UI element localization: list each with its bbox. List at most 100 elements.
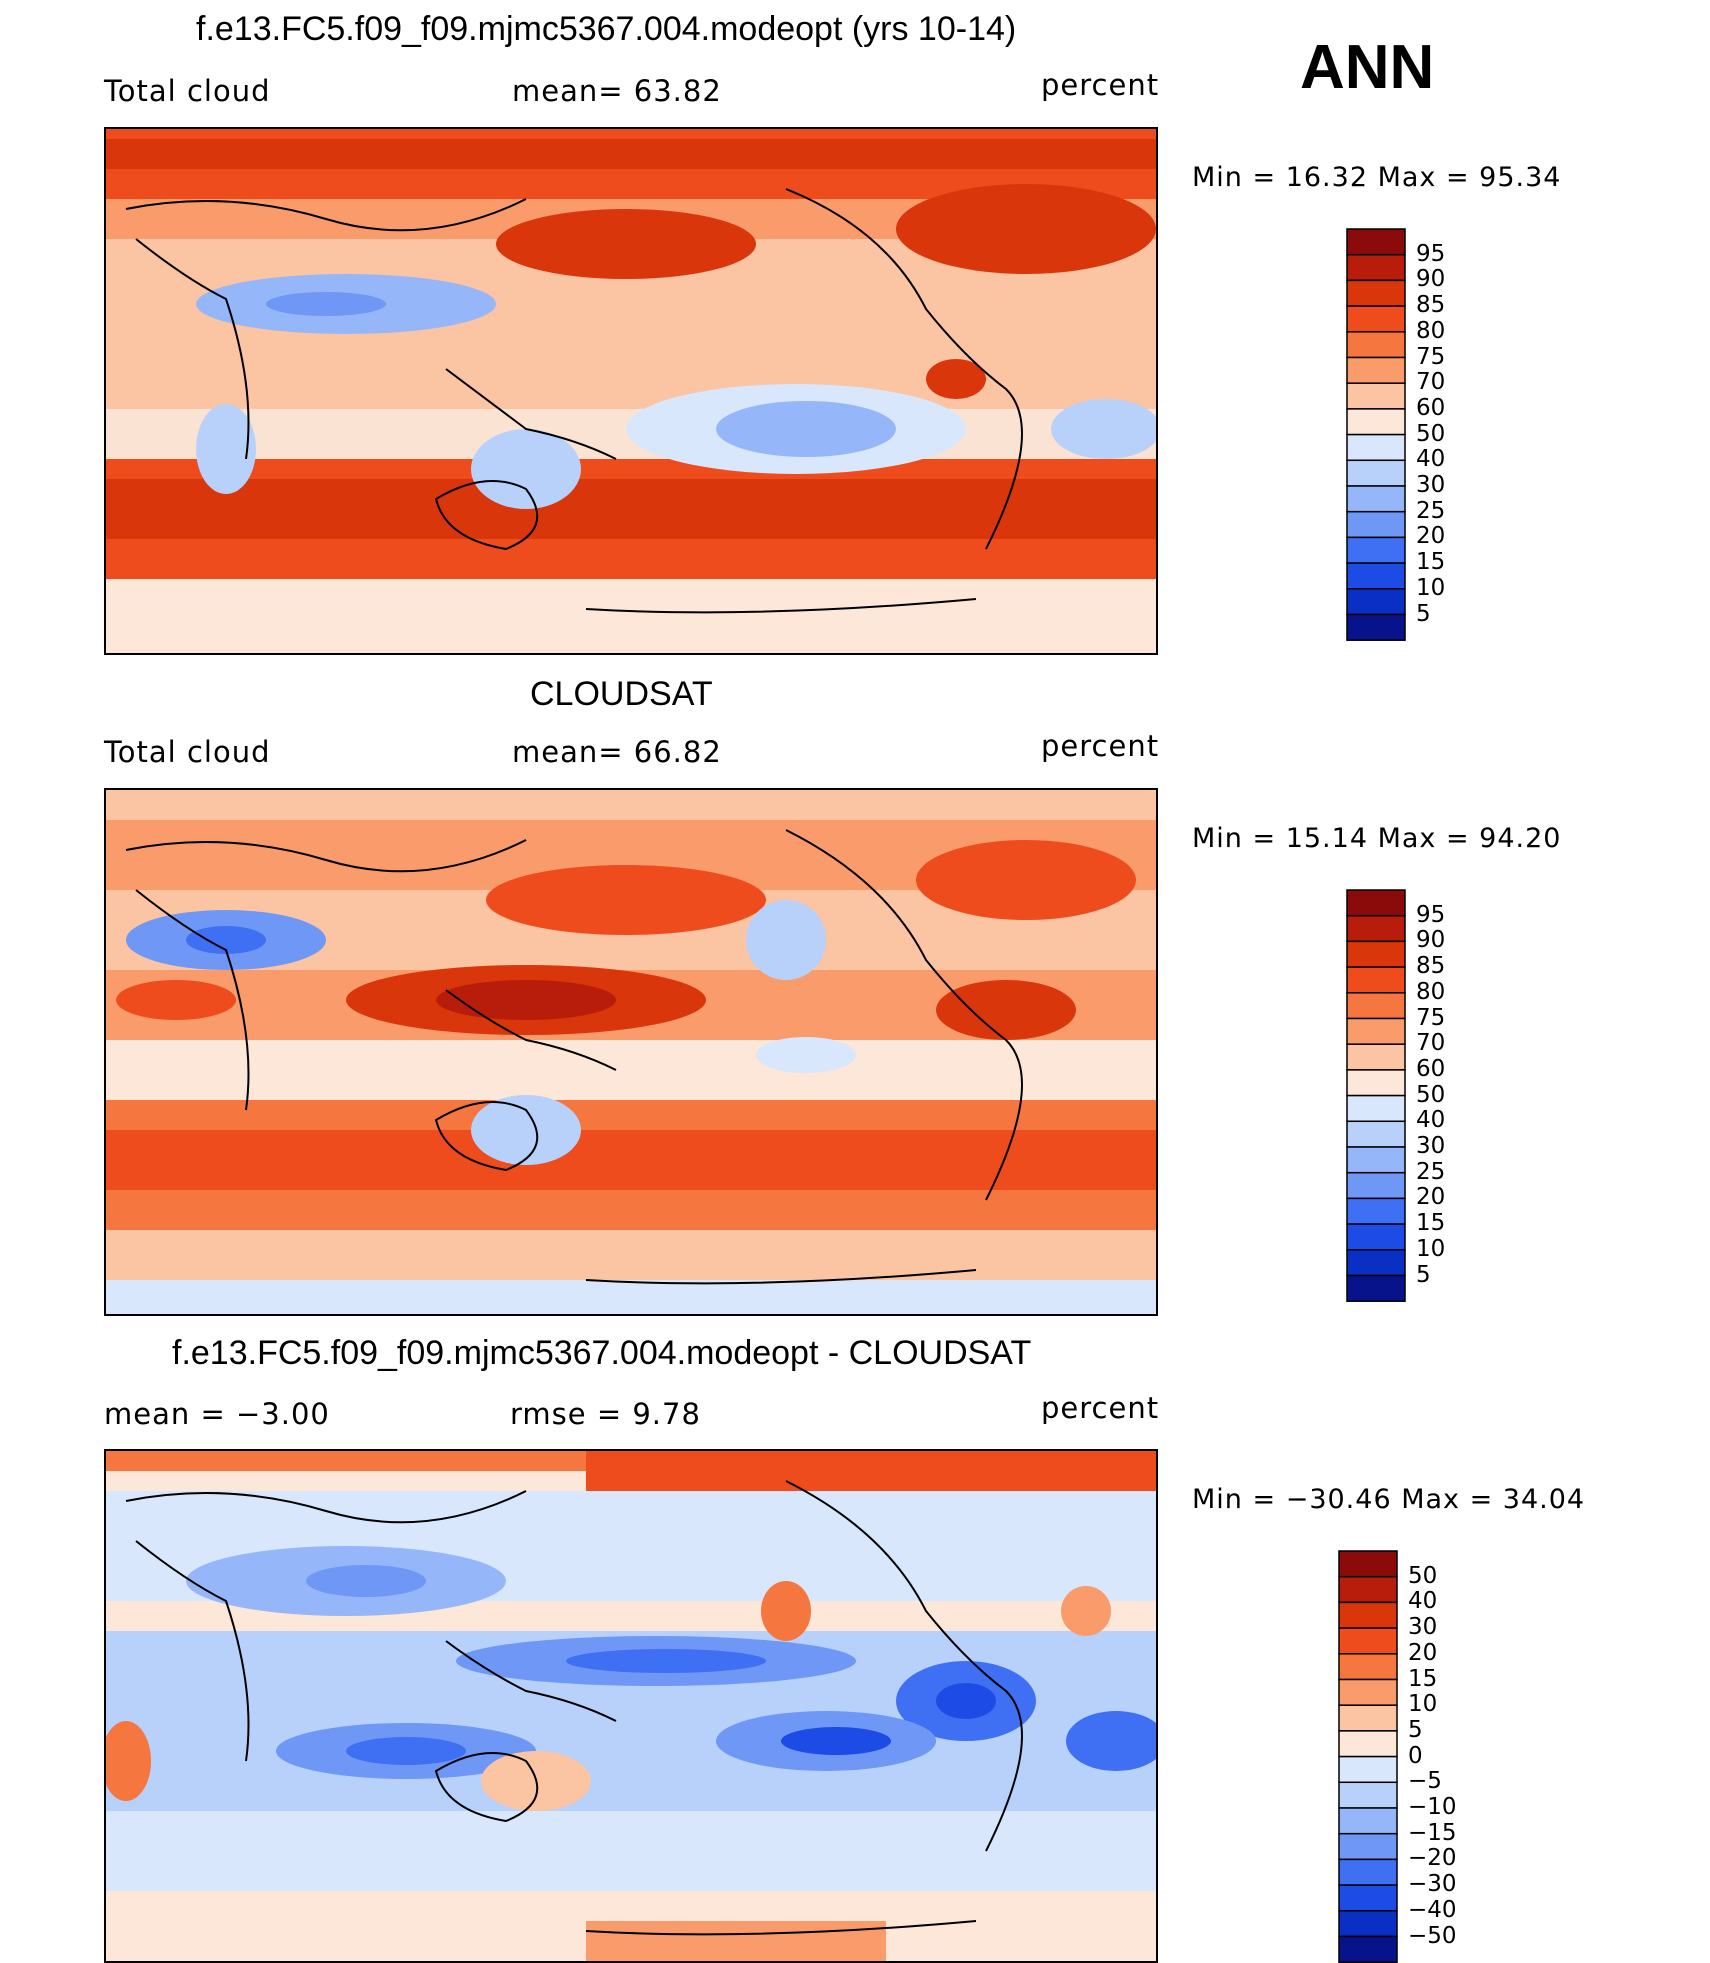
map-plot — [104, 788, 1158, 1316]
colorbar-swatch — [1346, 253, 1406, 282]
minmax-label: Min = −30.46 Max = 34.04 — [1192, 1484, 1586, 1515]
colorbar-tick-label: 20 — [1416, 523, 1446, 550]
colorbar-tick-label: 20 — [1416, 1184, 1446, 1211]
map-plot — [104, 127, 1158, 655]
colorbar-swatch — [1338, 1807, 1398, 1835]
colorbar-swatch — [1346, 992, 1406, 1020]
colorbar-swatch — [1346, 1223, 1406, 1251]
colorbar-tick-label: 5 — [1416, 600, 1431, 627]
colorbar-tick-label: 30 — [1416, 472, 1446, 498]
panel-title: CLOUDSAT — [530, 675, 713, 713]
colorbar-tick-label: 5 — [1416, 1261, 1431, 1288]
panel-mean-label: mean= 63.82 — [512, 74, 722, 108]
season-label: ANN — [1300, 33, 1435, 102]
colorbar-swatch — [1346, 1094, 1406, 1123]
colorbar-tick-label: 50 — [1416, 1081, 1446, 1108]
colorbar-tick-label: −40 — [1408, 1896, 1457, 1923]
colorbar-swatch — [1338, 1884, 1398, 1912]
colorbar-swatch — [1346, 510, 1406, 539]
colorbar-swatch — [1346, 1069, 1406, 1097]
colorbar-swatch — [1338, 1678, 1398, 1706]
colorbar-swatch — [1346, 889, 1406, 917]
colorbar-swatch — [1346, 459, 1406, 487]
colorbar-swatch — [1346, 1197, 1406, 1225]
colorbar-swatch — [1338, 1910, 1398, 1938]
panel-rmse-label: rmse = 9.78 — [510, 1397, 701, 1431]
colorbar-tick-label: 60 — [1416, 1055, 1446, 1082]
colorbar-tick-label: 15 — [1416, 549, 1446, 576]
colorbar-swatch — [1346, 408, 1406, 436]
colorbar-swatch — [1338, 1935, 1398, 1963]
colorbar-swatch — [1338, 1781, 1398, 1809]
colorbar-tick-label: 5 — [1408, 1716, 1423, 1743]
colorbar-tick-label: 80 — [1416, 317, 1446, 344]
colorbar-tick-label: 75 — [1416, 343, 1446, 370]
colorbar-swatch — [1338, 1627, 1398, 1655]
colorbar-tick-label: 10 — [1408, 1691, 1438, 1718]
colorbar-tick-label: 0 — [1408, 1742, 1423, 1769]
colorbar-swatch — [1338, 1858, 1398, 1886]
colorbar-tick-label: 10 — [1416, 1235, 1446, 1262]
map-plot — [104, 1449, 1158, 1963]
colorbar-tick-label: 95 — [1416, 901, 1446, 928]
colorbar-swatch — [1338, 1550, 1398, 1578]
colorbar-tick-label: 90 — [1416, 266, 1446, 293]
colorbar-tick-label: 15 — [1416, 1210, 1446, 1237]
colorbar-swatch — [1346, 279, 1406, 307]
colorbar-tick-label: 40 — [1416, 446, 1446, 473]
colorbar-tick-label: 95 — [1416, 240, 1446, 267]
colorbar-tick-label: 75 — [1416, 1004, 1446, 1031]
colorbar-swatch — [1338, 1832, 1398, 1861]
colorbar-tick-label: 50 — [1416, 420, 1446, 447]
colorbar-swatches — [1346, 228, 1406, 641]
colorbar-swatch — [1346, 1017, 1406, 1045]
colorbar-tick-label: 70 — [1416, 369, 1446, 396]
colorbar-swatch — [1346, 228, 1406, 256]
colorbar-swatch — [1338, 1601, 1398, 1629]
panel-left-label: mean = −3.00 — [104, 1397, 330, 1431]
colorbar-tick-label: 85 — [1416, 292, 1446, 319]
panel-title: f.e13.FC5.f09_f09.mjmc5367.004.modeopt (… — [196, 10, 1017, 48]
colorbar-swatch — [1346, 1249, 1406, 1277]
panel-title: f.e13.FC5.f09_f09.mjmc5367.004.modeopt -… — [172, 1334, 1032, 1372]
panel-units-label: percent — [1041, 729, 1160, 763]
colorbar-tick-label: 85 — [1416, 953, 1446, 980]
panel-left-label: Total cloud — [104, 74, 271, 108]
colorbar-swatch — [1346, 356, 1406, 384]
colorbar-swatch — [1338, 1755, 1398, 1784]
minmax-label: Min = 15.14 Max = 94.20 — [1192, 823, 1562, 854]
colorbar-tick-label: 25 — [1416, 1158, 1446, 1185]
colorbar-tick-label: 40 — [1408, 1588, 1438, 1615]
colorbar-tick-label: 90 — [1416, 927, 1446, 954]
colorbar-tick-label: −10 — [1408, 1794, 1457, 1820]
colorbar-tick-label: 30 — [1416, 1133, 1446, 1159]
colorbar-swatch — [1346, 588, 1406, 616]
colorbar-swatch — [1346, 1171, 1406, 1200]
colorbar-swatch — [1338, 1575, 1398, 1604]
minmax-label: Min = 16.32 Max = 95.34 — [1192, 162, 1562, 193]
colorbar-swatch — [1338, 1704, 1398, 1732]
colorbar-tick-label: 50 — [1408, 1562, 1438, 1589]
colorbar-tick-label: 15 — [1408, 1665, 1438, 1692]
colorbar-swatch — [1346, 433, 1406, 462]
colorbar-tick-label: −20 — [1408, 1845, 1457, 1872]
colorbar-swatch — [1346, 485, 1406, 513]
colorbar-swatch — [1346, 966, 1406, 994]
colorbar-tick-label: −30 — [1408, 1871, 1457, 1898]
panel-units-label: percent — [1041, 1391, 1160, 1425]
colorbar-tick-label: 60 — [1416, 394, 1446, 421]
colorbar-tick-label: −15 — [1408, 1819, 1457, 1846]
colorbar-tick-label: −5 — [1408, 1768, 1442, 1795]
colorbar-swatch — [1346, 613, 1406, 641]
colorbar-tick-label: 25 — [1416, 497, 1446, 524]
colorbar-tick-label: 30 — [1408, 1614, 1438, 1641]
colorbar-swatch — [1346, 1274, 1406, 1302]
colorbar-swatch — [1346, 1146, 1406, 1174]
colorbar-swatch — [1338, 1653, 1398, 1681]
colorbar-swatch — [1346, 562, 1406, 590]
colorbar-tick-label: 80 — [1416, 978, 1446, 1005]
panel-units-label: percent — [1041, 68, 1160, 102]
colorbar-swatch — [1346, 536, 1406, 564]
colorbar-tick-label: 40 — [1416, 1107, 1446, 1134]
colorbar-tick-label: 70 — [1416, 1030, 1446, 1057]
